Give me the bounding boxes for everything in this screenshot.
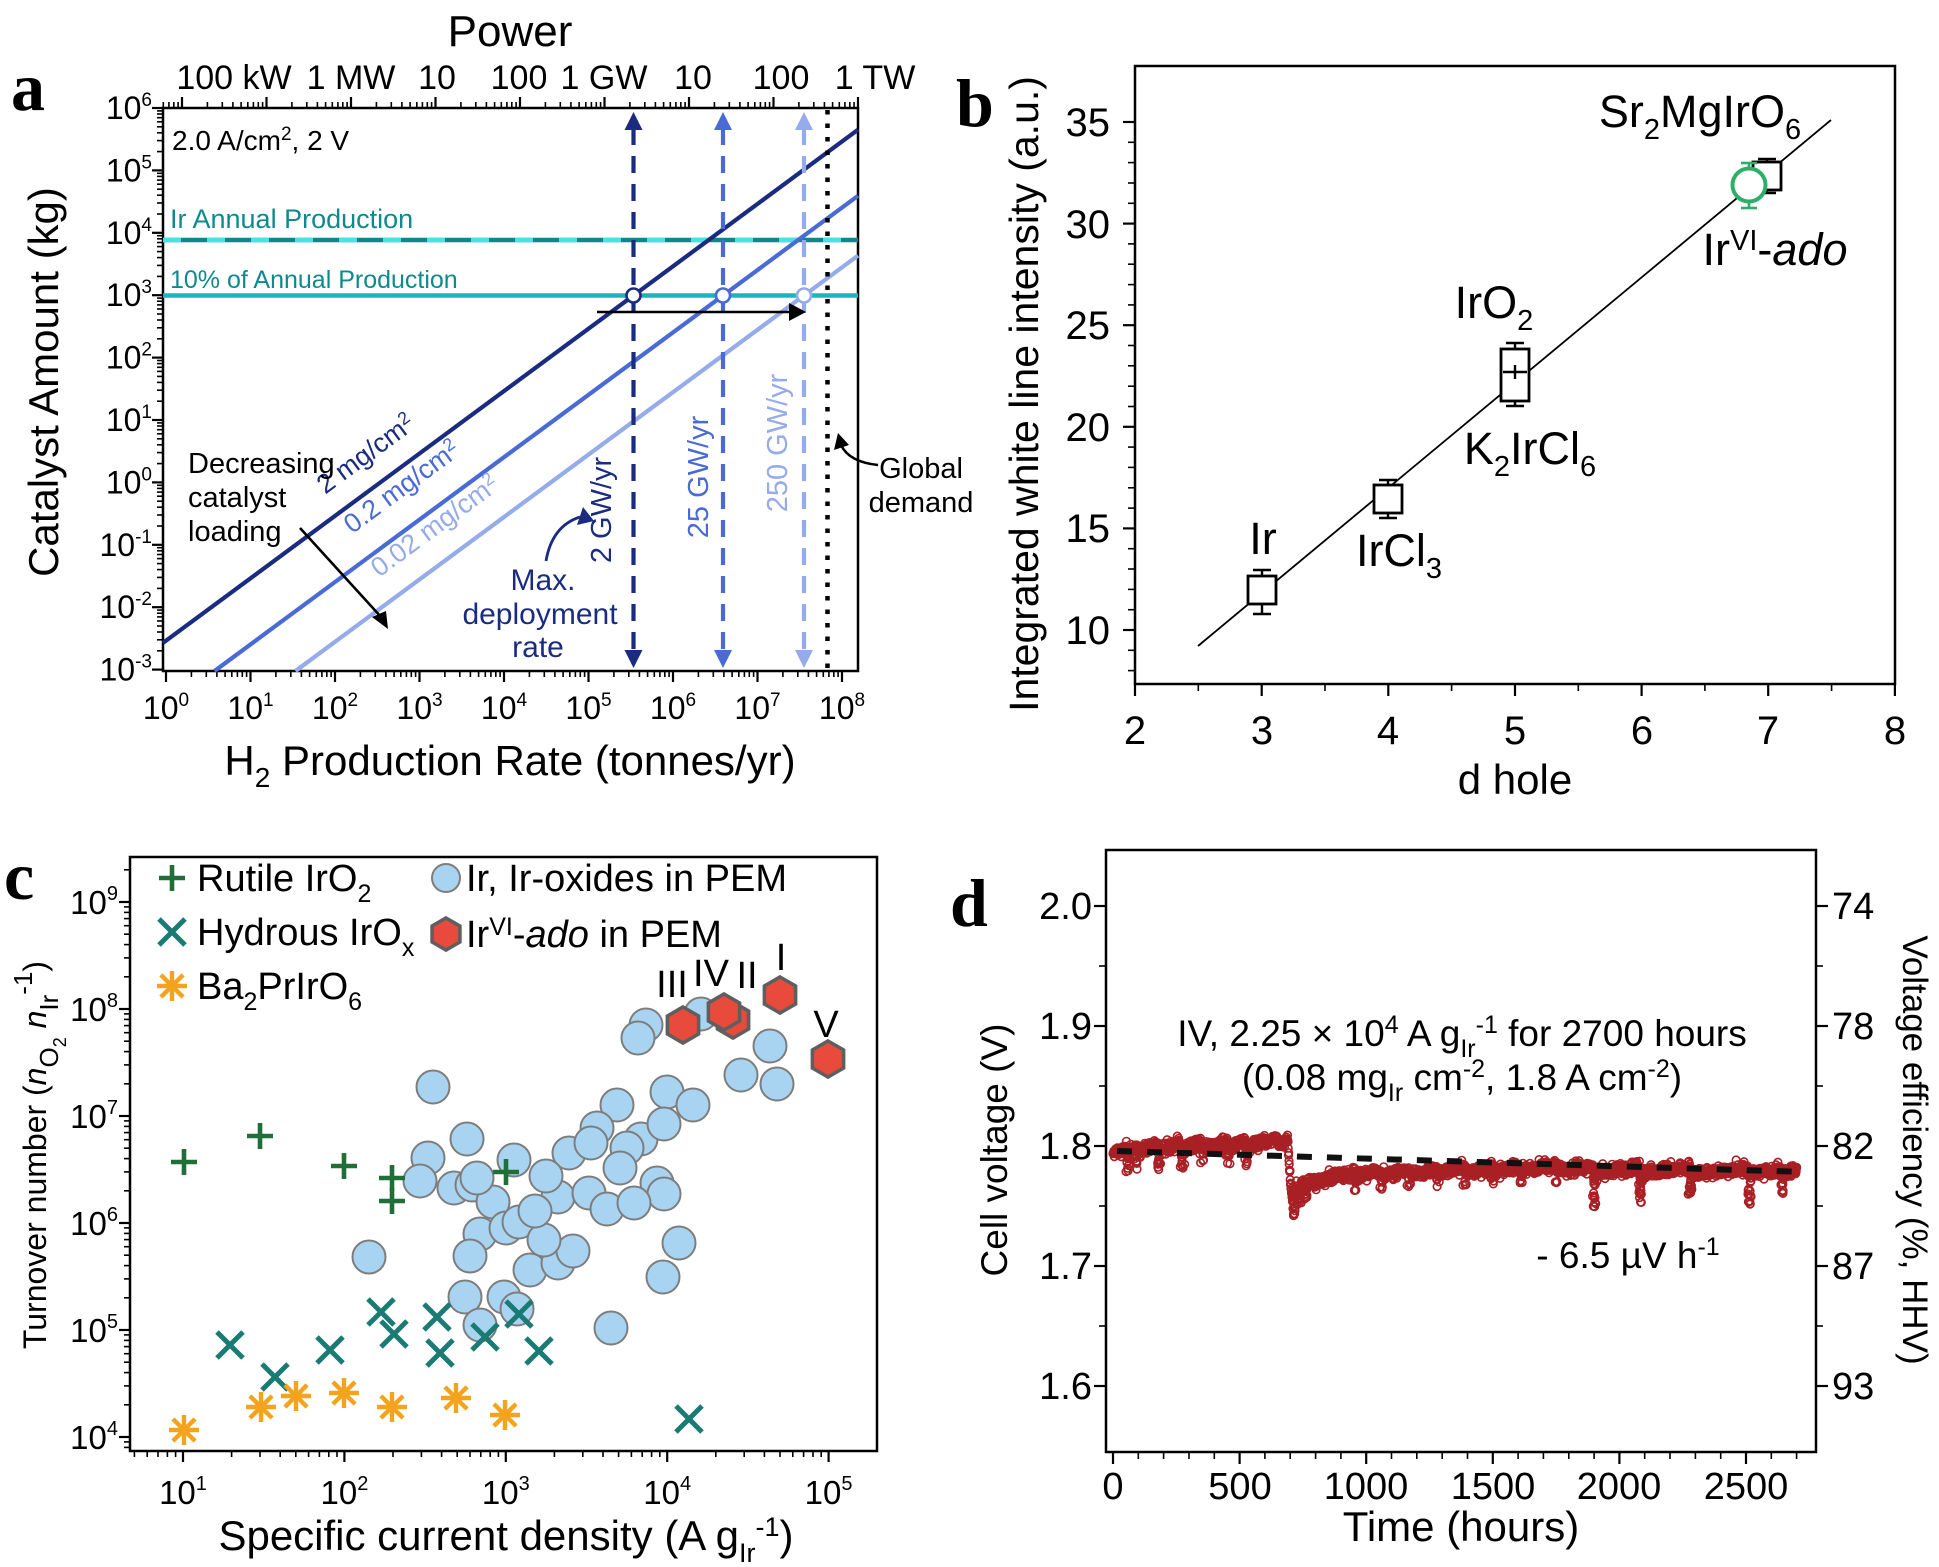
svg-text:H2 Production Rate (tonnes/yr): H2 Production Rate (tonnes/yr) xyxy=(224,737,795,793)
svg-text:15: 15 xyxy=(1066,507,1111,551)
svg-text:- 6.5 µV h-1: - 6.5 µV h-1 xyxy=(1536,1233,1719,1276)
svg-text:V: V xyxy=(813,1004,839,1046)
svg-text:catalyst: catalyst xyxy=(188,482,286,514)
svg-text:0: 0 xyxy=(1102,1466,1123,1508)
svg-text:10: 10 xyxy=(418,59,456,97)
svg-text:2: 2 xyxy=(1124,709,1146,753)
svg-text:10% of Annual Production: 10% of Annual Production xyxy=(170,266,458,294)
svg-text:104: 104 xyxy=(481,690,528,726)
svg-text:4: 4 xyxy=(1377,709,1399,753)
svg-text:1000: 1000 xyxy=(1324,1466,1409,1508)
svg-text:25 GW/yr: 25 GW/yr xyxy=(683,415,715,538)
svg-text:93: 93 xyxy=(1832,1366,1874,1408)
svg-text:a: a xyxy=(11,49,45,125)
svg-text:1.8: 1.8 xyxy=(1039,1126,1092,1168)
svg-text:10: 10 xyxy=(1066,609,1111,653)
svg-text:IrVI-ado: IrVI-ado xyxy=(1703,224,1848,275)
svg-text:Specific current density (A gI: Specific current density (A gIr-1) xyxy=(218,1512,793,1562)
svg-text:82: 82 xyxy=(1832,1126,1874,1168)
svg-text:30: 30 xyxy=(1066,203,1111,247)
svg-text:demand: demand xyxy=(869,487,974,519)
svg-text:d: d xyxy=(950,865,988,941)
svg-text:c: c xyxy=(4,838,34,914)
svg-text:I: I xyxy=(776,937,787,979)
svg-text:25: 25 xyxy=(1066,304,1111,348)
svg-text:Rutile IrO2: Rutile IrO2 xyxy=(197,858,371,908)
svg-text:Decreasing: Decreasing xyxy=(188,448,335,480)
svg-text:20: 20 xyxy=(1066,406,1111,450)
svg-text:1.7: 1.7 xyxy=(1039,1246,1092,1288)
svg-text:100: 100 xyxy=(753,59,810,97)
svg-text:Ir: Ir xyxy=(1249,513,1277,564)
svg-text:Max.: Max. xyxy=(510,564,575,597)
svg-text:74: 74 xyxy=(1832,886,1874,928)
svg-text:loading: loading xyxy=(188,516,282,548)
svg-text:101: 101 xyxy=(227,690,273,726)
svg-text:3: 3 xyxy=(1251,709,1273,753)
svg-text:10: 10 xyxy=(674,59,712,97)
svg-text:104: 104 xyxy=(106,215,153,251)
svg-text:Integrated white line intensit: Integrated white line intensity (a.u.) xyxy=(1001,76,1047,712)
svg-text:Ir, Ir-oxides in PEM: Ir, Ir-oxides in PEM xyxy=(466,858,787,900)
svg-text:5: 5 xyxy=(1504,709,1526,753)
svg-text:Time (hours): Time (hours) xyxy=(1343,1503,1579,1550)
svg-text:1.6: 1.6 xyxy=(1039,1366,1092,1408)
svg-text:b: b xyxy=(956,65,994,141)
svg-text:II: II xyxy=(736,955,757,997)
svg-text:Power: Power xyxy=(448,7,573,56)
svg-text:rate: rate xyxy=(512,631,564,664)
svg-text:Catalyst Amount (kg): Catalyst Amount (kg) xyxy=(20,187,67,577)
svg-text:2 GW/yr: 2 GW/yr xyxy=(586,457,618,564)
svg-text:K2IrCl6: K2IrCl6 xyxy=(1464,423,1596,483)
svg-text:Cell voltage (V): Cell voltage (V) xyxy=(974,1024,1015,1277)
svg-text:78: 78 xyxy=(1832,1006,1874,1048)
svg-text:Ba2PrIrO6: Ba2PrIrO6 xyxy=(197,966,362,1016)
svg-text:III: III xyxy=(656,964,688,1006)
svg-text:deployment: deployment xyxy=(462,598,618,631)
svg-text:d hole: d hole xyxy=(1458,756,1572,803)
svg-text:8: 8 xyxy=(1884,709,1906,753)
svg-text:100: 100 xyxy=(491,59,548,97)
svg-text:6: 6 xyxy=(1631,709,1653,753)
svg-text:35: 35 xyxy=(1066,101,1111,145)
svg-text:7: 7 xyxy=(1757,709,1779,753)
svg-text:1 GW: 1 GW xyxy=(561,59,648,97)
svg-text:2.0: 2.0 xyxy=(1039,886,1092,928)
svg-text:2000: 2000 xyxy=(1577,1466,1662,1508)
svg-text:500: 500 xyxy=(1208,1466,1271,1508)
svg-text:Ir Annual Production: Ir Annual Production xyxy=(170,204,413,234)
svg-text:Hydrous IrOx: Hydrous IrOx xyxy=(197,912,415,962)
svg-text:IV: IV xyxy=(693,953,730,995)
svg-text:IrVI-ado in PEM: IrVI-ado in PEM xyxy=(466,913,722,956)
svg-text:100 kW: 100 kW xyxy=(176,59,291,97)
svg-text:Sr2MgIrO6: Sr2MgIrO6 xyxy=(1599,86,1801,146)
svg-text:1500: 1500 xyxy=(1451,1466,1536,1508)
svg-text:87: 87 xyxy=(1832,1246,1874,1288)
svg-text:Global: Global xyxy=(879,453,963,485)
svg-text:2500: 2500 xyxy=(1704,1466,1789,1508)
svg-text:1.9: 1.9 xyxy=(1039,1006,1092,1048)
svg-text:1 MW: 1 MW xyxy=(307,59,396,97)
svg-text:Voltage efficiency (%, HHV): Voltage efficiency (%, HHV) xyxy=(1895,935,1934,1364)
svg-text:1 TW: 1 TW xyxy=(835,59,916,97)
svg-text:2.0 A/cm2, 2 V: 2.0 A/cm2, 2 V xyxy=(172,124,349,156)
svg-text:250 GW/yr: 250 GW/yr xyxy=(762,373,794,512)
